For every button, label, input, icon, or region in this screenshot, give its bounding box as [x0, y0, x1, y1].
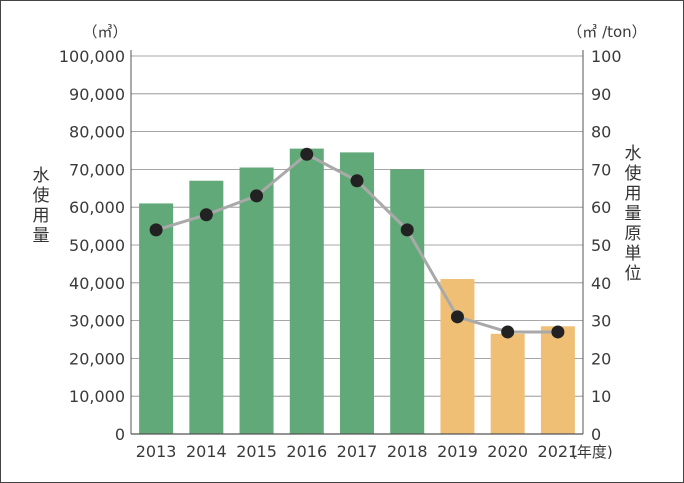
- x-tick-label: 2014: [186, 442, 227, 461]
- intensity-point-2018: [400, 223, 414, 237]
- right-y-tick-label: 90: [591, 85, 611, 104]
- left-y-tick-label: 70,000: [69, 160, 125, 179]
- bar-2021: [540, 326, 575, 434]
- left-label-char: 用: [33, 206, 50, 226]
- right-axis-unit: （㎥ /ton）: [567, 23, 646, 41]
- intensity-point-2013: [149, 223, 163, 237]
- left-label-char: 量: [33, 226, 50, 246]
- intensity-point-2021: [551, 325, 565, 339]
- right-y-tick-label: 40: [591, 274, 611, 293]
- right-y-tick-label: 80: [591, 123, 611, 142]
- bar-2019: [440, 279, 475, 434]
- left-y-tick-label: 50,000: [69, 236, 125, 255]
- x-tick-label: 2016: [286, 442, 327, 461]
- right-y-tick-label: 60: [591, 198, 611, 217]
- left-y-tick-label: 40,000: [69, 274, 125, 293]
- bar-2017: [340, 152, 374, 434]
- bar-2018: [390, 169, 425, 434]
- left-y-tick-label: 10,000: [69, 387, 125, 406]
- right-label-char: 水: [625, 144, 642, 164]
- right-y-tick-label: 100: [591, 47, 622, 66]
- right-label-char: 量: [625, 204, 642, 224]
- right-y-tick-label: 70: [591, 160, 611, 179]
- left-y-tick-label: 90,000: [69, 85, 125, 104]
- right-label-char: 単: [625, 244, 642, 264]
- intensity-point-2014: [199, 208, 213, 222]
- right-y-tick-label: 10: [591, 387, 611, 406]
- right-y-tick-label: 0: [591, 425, 601, 444]
- intensity-point-2016: [300, 147, 314, 161]
- intensity-point-2017: [350, 174, 364, 188]
- right-y-tick-labels: 0 10 20 30 40 50 60 70 80 90 100: [591, 47, 622, 444]
- left-label-char: 水: [33, 166, 50, 186]
- left-axis-unit: （㎥）: [82, 23, 127, 41]
- bar-2014: [189, 180, 224, 434]
- line-series: [149, 147, 565, 339]
- x-tick-label: 2013: [136, 442, 177, 461]
- right-y-tick-label: 30: [591, 312, 611, 331]
- bar-2016: [289, 148, 324, 435]
- axes: [130, 50, 584, 435]
- intensity-point-2015: [250, 189, 264, 203]
- left-y-tick-label: 100,000: [59, 47, 125, 66]
- left-y-tick-label: 80,000: [69, 123, 125, 142]
- x-tick-labels: 2013 2014 2015 2016 2017 2018 2019 2020 2021: [136, 442, 578, 461]
- left-y-tick-label: 60,000: [69, 198, 125, 217]
- intensity-point-2020: [501, 325, 515, 339]
- x-tick-label: 2020: [487, 442, 528, 461]
- x-tick-label: 2017: [337, 442, 378, 461]
- right-label-char: 位: [625, 264, 642, 284]
- bar-2013: [139, 203, 174, 434]
- bar-series: [139, 148, 575, 435]
- bar-2020: [490, 333, 525, 434]
- intensity-point-2019: [450, 310, 464, 324]
- x-tick-label: 2021: [538, 442, 579, 461]
- left-y-tick-label: 30,000: [69, 312, 125, 331]
- right-y-tick-label: 50: [591, 236, 611, 255]
- right-y-tick-label: 20: [591, 349, 611, 368]
- right-label-char: 原: [625, 224, 642, 244]
- bar-2015: [239, 167, 274, 434]
- left-y-tick-label: 0: [115, 425, 125, 444]
- left-y-tick-label: 20,000: [69, 349, 125, 368]
- x-axis-unit: (年度): [571, 443, 613, 461]
- x-tick-label: 2015: [236, 442, 277, 461]
- x-tick-label: 2018: [387, 442, 428, 461]
- right-label-char: 用: [625, 184, 642, 204]
- left-label-char: 使: [33, 185, 50, 206]
- right-label-char: 使: [625, 163, 642, 184]
- x-tick-label: 2019: [437, 442, 478, 461]
- left-y-tick-labels: 0 10,000 20,000 30,000 40,000 50,000 60,000 70,…: [59, 47, 125, 444]
